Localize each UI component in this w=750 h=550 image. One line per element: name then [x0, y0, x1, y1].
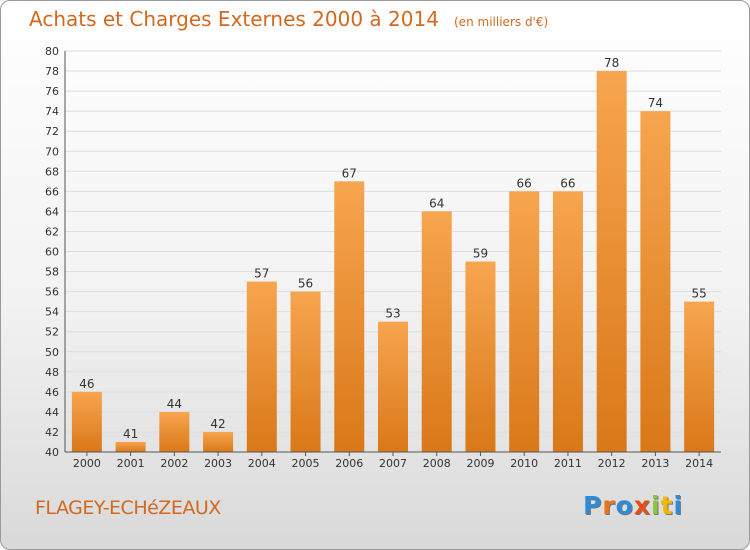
- y-tick-label: 40: [45, 446, 59, 459]
- proxiti-logo: Proxiti: [583, 491, 683, 520]
- x-tick-label: 2009: [466, 457, 494, 470]
- y-tick-label: 44: [45, 406, 59, 419]
- bar-2012: [596, 71, 627, 453]
- value-label: 74: [648, 96, 663, 110]
- x-tick-label: 2013: [641, 457, 669, 470]
- bar-2009: [465, 261, 496, 452]
- chart-title-row: Achats et Charges Externes 2000 à 2014 (…: [29, 7, 548, 31]
- y-tick-label: 56: [45, 286, 59, 299]
- value-label: 66: [517, 176, 532, 190]
- y-tick-label: 80: [45, 45, 59, 58]
- bar-2002: [159, 411, 190, 452]
- value-label: 59: [473, 247, 488, 261]
- bar-2008: [421, 211, 452, 452]
- y-tick-label: 54: [45, 306, 59, 319]
- value-label: 78: [604, 56, 619, 70]
- commune-name: FLAGEY-ECHéZEAUX: [35, 497, 221, 519]
- y-tick-label: 72: [45, 125, 59, 138]
- bar-2003: [203, 431, 234, 452]
- bar-2004: [246, 281, 277, 452]
- value-label: 64: [429, 196, 444, 210]
- y-tick-label: 76: [45, 85, 59, 98]
- logo-letter: t: [660, 491, 674, 520]
- value-label: 55: [691, 287, 706, 301]
- y-tick-label: 46: [45, 386, 59, 399]
- bar-2005: [290, 291, 321, 452]
- x-tick-label: 2004: [248, 457, 276, 470]
- y-tick-label: 42: [45, 426, 59, 439]
- y-tick-label: 64: [45, 205, 59, 218]
- x-tick-label: 2008: [423, 457, 451, 470]
- y-tick-label: 68: [45, 165, 59, 178]
- y-tick-label: 50: [45, 346, 59, 359]
- value-label: 44: [167, 397, 182, 411]
- bar-2007: [378, 321, 408, 452]
- logo-letter: i: [673, 491, 684, 520]
- bar-2000: [71, 391, 102, 452]
- bar-2011: [552, 191, 583, 452]
- y-tick-label: 78: [45, 65, 59, 78]
- value-label: 56: [298, 277, 313, 291]
- x-tick-label: 2002: [160, 457, 188, 470]
- bar-2014: [684, 301, 715, 452]
- x-tick-label: 2014: [685, 457, 713, 470]
- x-tick-label: 2005: [292, 457, 320, 470]
- value-label: 67: [342, 166, 357, 180]
- logo-letter: x: [633, 491, 651, 520]
- chart-title: Achats et Charges Externes 2000 à 2014: [29, 7, 439, 31]
- chart-subtitle: (en milliers d'€): [454, 15, 549, 29]
- x-tick-label: 2010: [510, 457, 538, 470]
- bar-2013: [640, 111, 671, 453]
- bar-2006: [334, 181, 365, 452]
- x-tick-label: 2003: [204, 457, 232, 470]
- logo-letter: r: [602, 491, 616, 520]
- logo-letter: i: [651, 491, 661, 520]
- x-tick-label: 2007: [379, 457, 407, 470]
- x-tick-label: 2006: [335, 457, 363, 470]
- x-tick-label: 2001: [117, 457, 145, 470]
- y-tick-label: 48: [45, 366, 59, 379]
- y-tick-label: 58: [45, 266, 59, 279]
- bar-2010: [509, 191, 540, 452]
- y-tick-label: 62: [45, 225, 59, 238]
- x-tick-label: 2000: [73, 457, 101, 470]
- logo-letter: P: [583, 491, 603, 520]
- value-label: 53: [385, 307, 400, 321]
- y-tick-label: 74: [45, 105, 59, 118]
- bar-2001: [115, 441, 146, 452]
- logo-letter: o: [615, 491, 634, 520]
- y-tick-label: 52: [45, 326, 59, 339]
- value-label: 57: [254, 267, 269, 281]
- x-tick-label: 2011: [554, 457, 582, 470]
- value-label: 41: [123, 427, 138, 441]
- value-label: 66: [560, 176, 575, 190]
- value-label: 46: [79, 377, 94, 391]
- y-tick-label: 66: [45, 185, 59, 198]
- y-tick-label: 60: [45, 246, 59, 259]
- x-tick-label: 2012: [598, 457, 626, 470]
- value-label: 42: [210, 417, 225, 431]
- y-tick-label: 70: [45, 145, 59, 158]
